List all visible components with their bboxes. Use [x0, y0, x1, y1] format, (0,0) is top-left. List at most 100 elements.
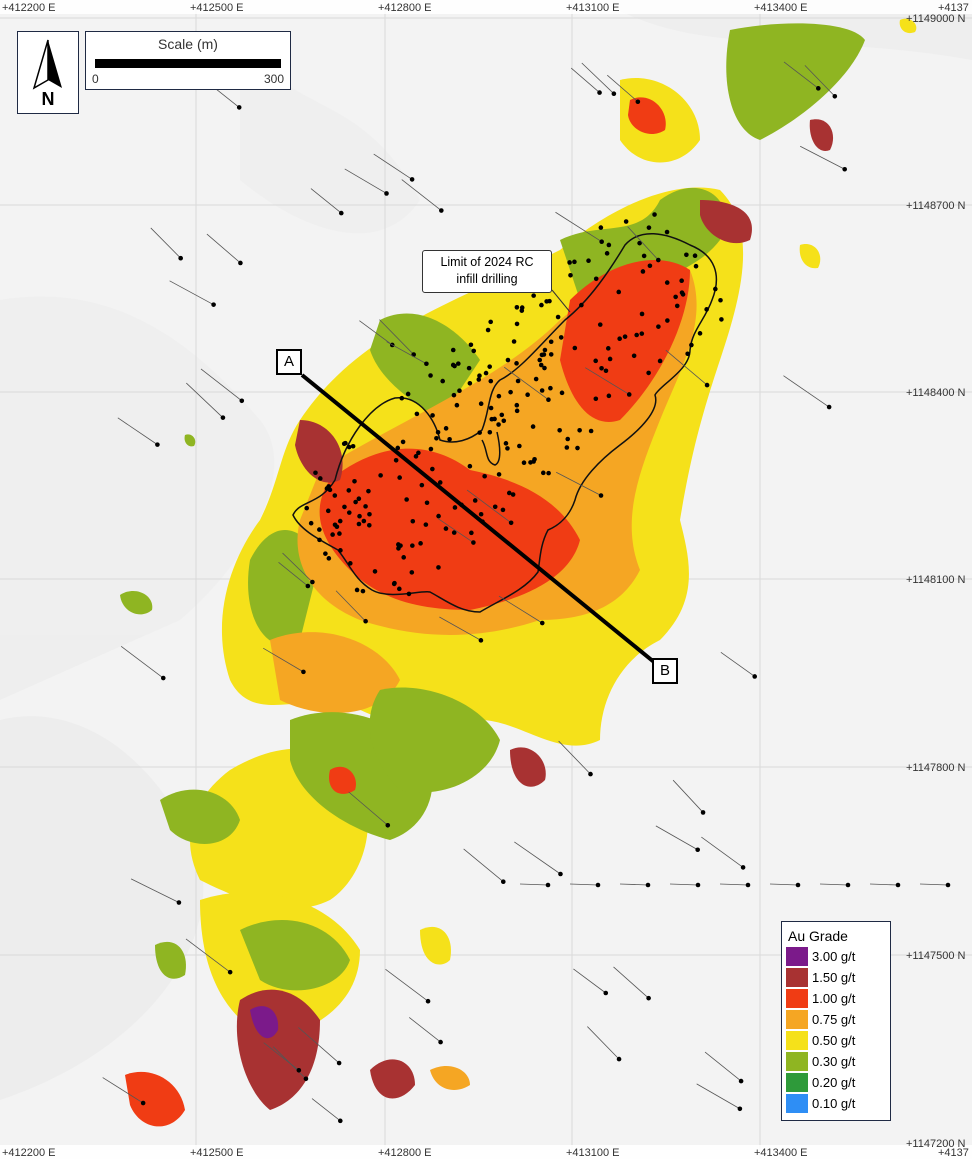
drill-hole-collar	[436, 513, 441, 519]
drill-trace	[704, 1051, 742, 1082]
easting-label: +4137	[938, 1147, 969, 1159]
drill-hole-collar	[514, 402, 520, 408]
drill-hole-collar	[476, 377, 482, 382]
grade-block	[510, 747, 546, 787]
scale-bar	[95, 59, 281, 68]
drill-hole-collar	[326, 556, 332, 561]
drill-trace	[150, 227, 181, 259]
drill-hole-collar	[436, 565, 441, 570]
drill-hole-collar	[452, 505, 458, 510]
drill-hole-collar	[692, 253, 698, 259]
drill-hole-collar	[646, 995, 651, 1001]
drill-hole-collar	[564, 445, 570, 450]
drill-hole-collar	[505, 357, 511, 363]
drill-hole-collar	[656, 324, 661, 329]
legend-item: 3.00 g/t	[786, 946, 886, 967]
drill-trace	[169, 280, 214, 306]
drill-hole-collar	[738, 1078, 744, 1084]
drill-hole-collar	[356, 496, 362, 502]
drill-hole-collar	[313, 470, 318, 476]
drill-hole-collar	[330, 532, 335, 537]
drill-trace	[672, 779, 704, 813]
drill-hole-collar	[599, 239, 604, 244]
drill-trace	[570, 67, 600, 93]
drill-hole-collar	[568, 272, 573, 278]
grade-block	[628, 97, 666, 135]
drill-hole-collar	[489, 416, 495, 422]
drill-hole-collar	[346, 444, 352, 450]
drill-hole-collar	[684, 252, 689, 258]
drill-hole-collar	[485, 327, 491, 333]
drill-trace	[869, 883, 899, 886]
drill-hole-collar	[357, 513, 362, 519]
grade-block	[726, 23, 865, 140]
drill-hole-collar	[752, 674, 758, 679]
northing-label: +1147800 N	[906, 762, 965, 774]
legend-label: 3.00 g/t	[812, 949, 856, 964]
drill-hole-collar	[514, 321, 520, 327]
grade-block	[700, 200, 752, 244]
drill-hole-collar	[360, 588, 366, 594]
drill-hole-collar	[416, 450, 421, 456]
drill-hole-collar	[406, 591, 412, 597]
scale-title: Scale (m)	[158, 36, 218, 52]
drill-hole-collar	[325, 508, 331, 514]
drill-trace	[310, 188, 342, 214]
drill-hole-collar	[451, 530, 457, 535]
drill-hole-collar	[397, 475, 402, 480]
drill-hole-collar	[346, 488, 352, 493]
drill-hole-collar	[487, 429, 493, 435]
drill-hole-collar	[467, 463, 473, 469]
drill-hole-collar	[317, 537, 322, 543]
drill-trace	[581, 62, 615, 94]
drill-hole-collar	[323, 551, 328, 556]
drill-hole-collar	[572, 259, 577, 265]
grade-block	[560, 260, 690, 422]
drill-trace	[311, 1098, 341, 1122]
drill-hole-collar	[530, 424, 536, 429]
drill-hole-collar	[468, 342, 474, 348]
north-arrow-icon	[32, 39, 62, 90]
drill-trace	[344, 168, 387, 194]
drill-hole-collar	[593, 276, 599, 282]
drill-trace	[359, 320, 393, 346]
callout-line-1: Limit of 2024 RC	[440, 255, 534, 269]
drill-hole-collar	[546, 470, 551, 476]
grade-block	[329, 766, 356, 794]
drill-trace	[200, 368, 243, 402]
drill-hole-collar	[586, 258, 591, 263]
northing-labels: +1149000 N +1148700 N +1148400 N +114810…	[906, 13, 965, 1150]
drill-hole-collar	[664, 280, 670, 285]
legend-title: Au Grade	[788, 928, 848, 944]
drill-hole-collar	[488, 405, 494, 411]
drill-hole-collar	[605, 346, 611, 351]
drill-hole-collar	[511, 339, 517, 344]
drill-trace	[282, 552, 313, 583]
legend-label: 0.20 g/t	[812, 1075, 856, 1090]
easting-labels-bottom: +412200 E +412500 E +412800 E +413100 E …	[0, 1145, 972, 1159]
drill-hole-collar	[695, 882, 701, 888]
drill-hole-collar	[623, 219, 629, 224]
northing-label: +1148400 N	[906, 387, 965, 399]
drill-hole-collar	[404, 497, 409, 502]
drill-hole-collar	[537, 357, 543, 363]
drill-hole-collar	[418, 541, 423, 546]
drill-trace	[719, 883, 749, 886]
drill-hole-collar	[579, 302, 584, 308]
drill-trace	[696, 1083, 741, 1110]
legend-swatch	[786, 1031, 808, 1050]
drill-hole-collar	[437, 480, 443, 485]
drill-hole-collar	[477, 373, 482, 379]
drill-hole-collar	[317, 527, 322, 532]
drill-hole-collar	[488, 319, 493, 325]
drill-hole-collar	[352, 478, 357, 484]
drill-hole-collar	[665, 318, 670, 323]
drill-hole-collar	[430, 466, 435, 472]
drill-hole-collar	[689, 342, 694, 348]
infill-limit-notch	[481, 431, 501, 466]
drill-hole-collar	[603, 990, 609, 996]
drill-hole-collar	[593, 358, 598, 364]
drill-hole-collar	[740, 865, 746, 870]
drill-hole-collar	[664, 229, 670, 235]
